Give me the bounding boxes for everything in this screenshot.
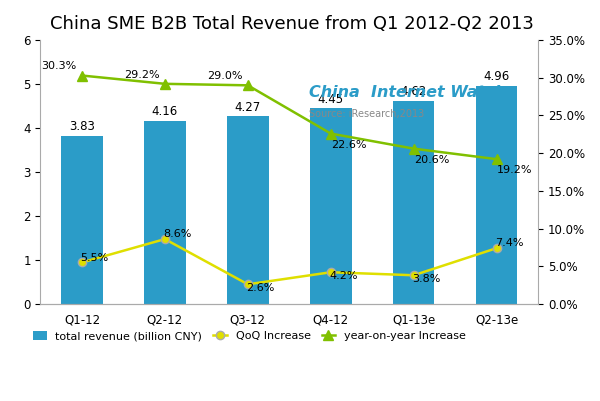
Bar [227,116,269,304]
Bar [61,136,103,304]
Bar [393,101,434,304]
year-on-year Increase [79,73,86,78]
Text: 4.62: 4.62 [401,85,427,98]
year-on-year Increase [327,131,334,136]
Text: 3.8%: 3.8% [412,274,440,284]
year-on-year Increase [493,157,500,162]
Text: 8.6%: 8.6% [163,229,191,239]
Text: 20.6%: 20.6% [414,155,449,165]
Line: QoQ Increase: QoQ Increase [78,235,501,288]
Text: 29.0%: 29.0% [207,71,242,81]
year-on-year Increase [161,81,169,86]
QoQ Increase [493,246,500,251]
Text: 29.2%: 29.2% [124,70,160,80]
Bar [144,121,185,304]
QoQ Increase [244,282,251,287]
Text: 19.2%: 19.2% [497,166,533,176]
Text: 4.27: 4.27 [235,101,261,113]
Text: 4.96: 4.96 [484,70,510,83]
Text: 4.16: 4.16 [152,105,178,118]
Text: 22.6%: 22.6% [331,140,367,150]
Text: 5.5%: 5.5% [80,253,109,263]
Text: Source: iResearch,2013: Source: iResearch,2013 [309,109,424,119]
QoQ Increase [410,273,418,277]
Text: 3.83: 3.83 [69,120,95,133]
Text: 7.4%: 7.4% [495,238,523,248]
Line: year-on-year Increase: year-on-year Increase [77,71,502,164]
Text: China SME B2B Total Revenue from Q1 2012-Q2 2013: China SME B2B Total Revenue from Q1 2012… [50,15,534,33]
Text: 30.3%: 30.3% [41,61,76,71]
QoQ Increase [79,260,86,265]
Text: China  Internet Watch: China Internet Watch [309,85,506,100]
year-on-year Increase [244,83,251,88]
QoQ Increase [161,237,169,241]
year-on-year Increase [410,146,418,151]
Bar [310,108,352,304]
Text: 2.6%: 2.6% [246,284,274,294]
QoQ Increase [327,270,334,275]
Bar [476,86,517,304]
Text: 4.2%: 4.2% [329,271,358,281]
Legend: total revenue (billion CNY), QoQ Increase, year-on-year Increase: total revenue (billion CNY), QoQ Increas… [29,327,470,346]
Text: 4.45: 4.45 [318,93,344,105]
